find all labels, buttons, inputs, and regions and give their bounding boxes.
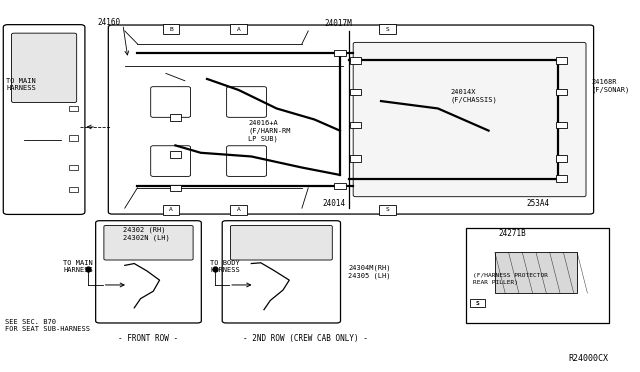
Text: TO MAIN
HARNESS: TO MAIN HARNESS <box>63 260 93 273</box>
Bar <box>556 89 567 95</box>
FancyBboxPatch shape <box>104 225 193 260</box>
Bar <box>170 114 181 121</box>
FancyBboxPatch shape <box>95 221 202 323</box>
Bar <box>350 57 362 64</box>
Bar <box>230 24 247 34</box>
Bar <box>556 155 567 161</box>
FancyBboxPatch shape <box>222 221 340 323</box>
Text: - FRONT ROW -: - FRONT ROW - <box>118 334 178 343</box>
Text: B: B <box>169 26 173 32</box>
Text: 24302 (RH)
24302N (LH): 24302 (RH) 24302N (LH) <box>123 227 170 241</box>
Bar <box>163 24 179 34</box>
Bar <box>467 228 609 323</box>
Text: 24014X
(F/CHASSIS): 24014X (F/CHASSIS) <box>451 89 497 103</box>
FancyBboxPatch shape <box>227 146 266 176</box>
Bar <box>230 205 247 215</box>
Bar <box>470 299 484 308</box>
Bar <box>69 135 78 141</box>
Text: - 2ND ROW (CREW CAB ONLY) -: - 2ND ROW (CREW CAB ONLY) - <box>243 334 367 343</box>
Text: 253A4: 253A4 <box>527 199 550 208</box>
Bar <box>69 165 78 170</box>
Bar <box>379 205 396 215</box>
Bar <box>350 122 362 128</box>
FancyBboxPatch shape <box>12 33 77 103</box>
Bar <box>350 89 362 95</box>
Text: SEE SEC. B70
FOR SEAT SUB-HARNESS: SEE SEC. B70 FOR SEAT SUB-HARNESS <box>4 319 90 332</box>
Text: S: S <box>476 301 479 305</box>
Text: 24160: 24160 <box>97 18 121 27</box>
Text: 24016+A
(F/HARN-RM
LP SUB): 24016+A (F/HARN-RM LP SUB) <box>248 120 291 142</box>
Bar <box>170 185 181 191</box>
FancyBboxPatch shape <box>150 87 191 117</box>
Text: A: A <box>237 26 241 32</box>
Text: 24168R
(F/SONAR): 24168R (F/SONAR) <box>591 79 629 93</box>
FancyBboxPatch shape <box>353 42 586 197</box>
Bar <box>334 183 346 189</box>
Text: 24271B: 24271B <box>498 230 526 238</box>
Bar <box>556 57 567 64</box>
FancyBboxPatch shape <box>150 146 191 176</box>
Text: R24000CX: R24000CX <box>569 354 609 363</box>
Text: (F/HARNESS PROTECTOR
REAR PILLER): (F/HARNESS PROTECTOR REAR PILLER) <box>473 273 548 285</box>
Bar <box>334 50 346 57</box>
FancyBboxPatch shape <box>108 25 593 214</box>
Text: A: A <box>237 208 241 212</box>
Bar <box>170 151 181 158</box>
Bar <box>556 175 567 182</box>
Text: A: A <box>169 208 173 212</box>
Text: 24014: 24014 <box>323 199 346 208</box>
Text: S: S <box>385 26 389 32</box>
Bar <box>69 106 78 111</box>
Text: 24017M: 24017M <box>324 19 352 28</box>
Bar <box>379 24 396 34</box>
Text: TO BODY
HARNESS: TO BODY HARNESS <box>210 260 240 273</box>
Bar <box>350 155 362 161</box>
Bar <box>163 205 179 215</box>
Text: 24304M(RH)
24305 (LH): 24304M(RH) 24305 (LH) <box>348 264 390 279</box>
Bar <box>495 253 577 293</box>
FancyBboxPatch shape <box>3 25 85 214</box>
Text: TO MAIN
HARNESS: TO MAIN HARNESS <box>6 78 36 91</box>
Bar <box>556 122 567 128</box>
FancyBboxPatch shape <box>227 87 266 117</box>
Text: S: S <box>385 208 389 212</box>
FancyBboxPatch shape <box>230 225 332 260</box>
Bar <box>69 187 78 192</box>
